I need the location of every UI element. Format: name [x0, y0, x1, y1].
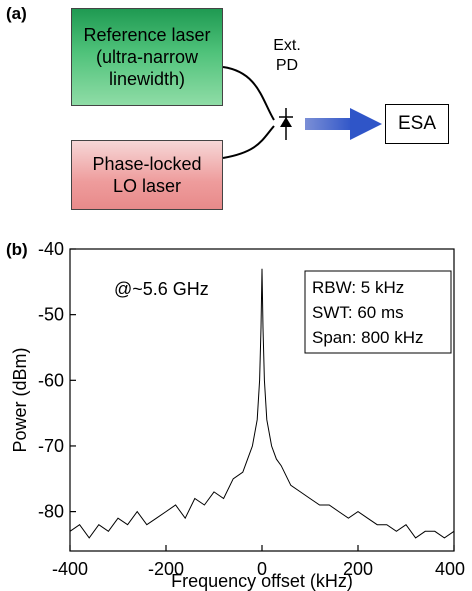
- pd-label-line-1: Ext.: [273, 37, 301, 54]
- x-tick-label: -400: [52, 559, 88, 579]
- spectrum-chart: -80 -70 -60 -50 -40 -400 -200 0 200 400 Power (d…: [10, 239, 465, 591]
- pd-label: Ext. PD: [262, 36, 312, 76]
- x-tick-label: -200: [148, 559, 184, 579]
- y-tick-label: -60: [38, 370, 64, 390]
- info-span: Span: 800 kHz: [312, 328, 424, 347]
- x-tick-label: 400: [435, 559, 465, 579]
- reference-laser-line-2: (ultra-narrow: [95, 47, 198, 67]
- arrow-right-icon: [305, 108, 382, 140]
- diagram-connections: [222, 66, 382, 159]
- lo-to-pd-wire: [222, 125, 275, 159]
- x-tick-label: 200: [343, 559, 373, 579]
- reference-laser-line-3: linewidth): [108, 69, 186, 89]
- x-axis-label: Frequency offset (kHz): [171, 571, 353, 591]
- info-rbw: RBW: 5 kHz: [312, 278, 404, 297]
- esa-box: ESA: [385, 104, 449, 144]
- pd-label-line-2: PD: [275, 57, 299, 74]
- lo-laser-line-2: LO laser: [112, 176, 181, 196]
- esa-label: ESA: [397, 113, 437, 134]
- info-box: [304, 270, 452, 354]
- y-axis-label: Power (dBm): [10, 347, 30, 452]
- y-tick-label: -70: [38, 436, 64, 456]
- y-tick-label: -50: [38, 305, 64, 325]
- spectrum-series-line: [69, 268, 455, 539]
- lo-laser-line-1: Phase-locked: [92, 154, 202, 174]
- panel-b-label: (b): [6, 240, 28, 259]
- info-swt: SWT: 60 ms: [312, 303, 404, 322]
- frequency-annotation: @~5.6 GHz: [114, 279, 209, 299]
- reference-to-pd-wire: [222, 66, 275, 121]
- reference-laser-line-1: Reference laser: [83, 25, 211, 45]
- y-tick-label: -80: [38, 502, 64, 522]
- reference-laser-box: Reference laser (ultra-narrow linewidth): [71, 8, 223, 106]
- lo-laser-box: Phase-locked LO laser: [71, 140, 223, 210]
- photodiode-icon: [279, 108, 293, 140]
- panel-a-label: (a): [6, 4, 27, 23]
- x-tick-label: 0: [257, 559, 267, 579]
- y-tick-label: -40: [38, 239, 64, 259]
